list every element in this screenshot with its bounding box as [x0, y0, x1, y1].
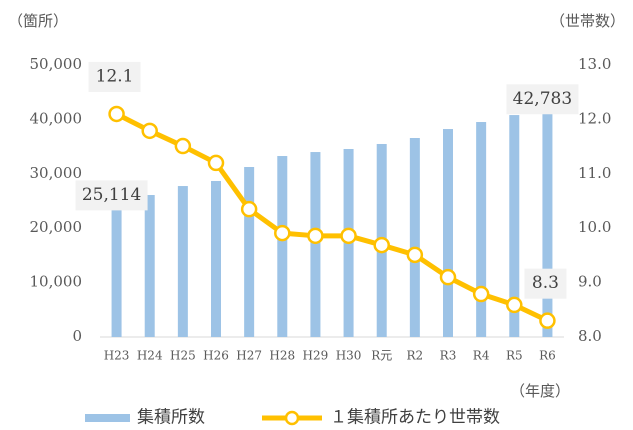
y2-tick-label: 8.0: [578, 327, 602, 345]
data-label-bg: [506, 84, 579, 115]
line-marker: [141, 122, 158, 140]
line-marker: [274, 224, 291, 242]
y-tick-label: 0: [72, 327, 82, 345]
legend-label: １集積所あたり世帯数: [330, 408, 500, 428]
line-marker: [340, 227, 357, 245]
data-label-bg: [88, 61, 141, 92]
data-label: 12.1: [96, 66, 134, 86]
line-marker: [307, 227, 324, 245]
x-tick-label: H23: [104, 349, 130, 363]
bar: [211, 180, 221, 337]
line-marker: [207, 154, 225, 172]
data-label-bg: [75, 180, 148, 211]
line-marker: [406, 246, 424, 264]
bar: [509, 115, 520, 337]
y-tick-label: 50,000: [30, 55, 83, 73]
bar: [409, 138, 420, 337]
x-axis-title: （年度）: [510, 382, 570, 400]
y2-tick-label: 10.0: [578, 218, 611, 236]
x-tick-label: H25: [170, 349, 196, 363]
line-marker: [108, 105, 125, 123]
bar: [244, 167, 255, 337]
line-marker: [373, 236, 390, 254]
x-tick-label: R6: [539, 349, 556, 363]
x-tick-label: H26: [203, 349, 229, 363]
y-tick-label: 10,000: [30, 273, 83, 291]
bar: [476, 122, 487, 337]
line-marker: [472, 285, 490, 303]
x-tick-label: H27: [236, 349, 262, 363]
x-tick-label: R4: [473, 349, 490, 363]
x-tick-label: H30: [336, 349, 362, 363]
bar: [277, 156, 288, 337]
line-marker: [439, 268, 457, 286]
x-tick-label: R2: [407, 349, 424, 363]
x-tick-label: R元: [371, 349, 392, 363]
line-marker: [240, 200, 258, 218]
bar: [542, 104, 553, 337]
x-tick-label: H29: [303, 349, 329, 363]
bar: [310, 152, 321, 337]
y2-axis-title: （世帯数）: [550, 12, 625, 30]
line-marker: [174, 137, 192, 155]
y2-tick-label: 11.0: [578, 164, 611, 182]
data-label: 42,783: [513, 89, 572, 109]
x-tick-label: H28: [269, 349, 295, 363]
y-tick-label: 20,000: [30, 218, 83, 236]
data-label-bg: [524, 268, 567, 299]
bar: [443, 129, 453, 337]
legend-swatch: [85, 414, 130, 422]
y2-tick-label: 13.0: [578, 55, 611, 73]
y2-tick-label: 12.0: [578, 109, 611, 127]
y2-tick-label: 9.0: [578, 273, 602, 291]
y-tick-label: 40,000: [30, 109, 83, 127]
y-axis-title: （箇所）: [8, 12, 68, 30]
data-label: 25,114: [82, 185, 141, 205]
x-tick-label: H24: [137, 349, 163, 363]
line-marker: [506, 296, 523, 314]
legend-marker: [284, 410, 300, 426]
y-tick-label: 30,000: [30, 164, 83, 182]
data-label: 8.3: [532, 273, 559, 293]
bar: [144, 195, 155, 337]
bar: [177, 186, 188, 337]
legend-label: 集積所数: [137, 408, 205, 428]
x-tick-label: R3: [440, 349, 457, 363]
line-marker: [539, 312, 556, 329]
x-tick-label: R5: [506, 349, 523, 363]
bar: [111, 200, 122, 337]
